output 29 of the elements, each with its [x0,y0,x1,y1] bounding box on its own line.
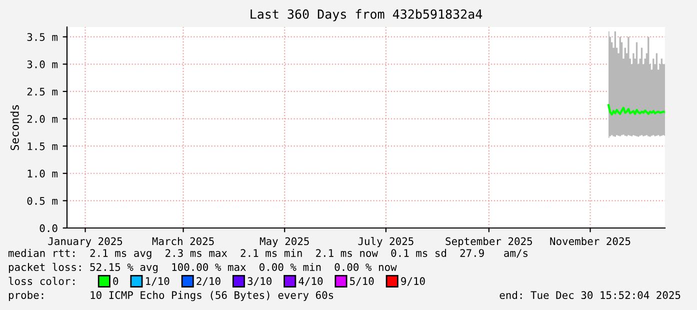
y-tick-label: 3.5 m [27,33,58,41]
y-tick-label: 1.5 m [28,142,58,150]
x-tick-label: January 2025 [48,237,122,248]
legend-label: 1/10 [146,277,170,286]
legend-label: 0 [113,277,118,286]
y-tick-label: 0.0 [40,224,58,232]
x-tick-label: May 2025 [260,237,309,248]
legend-label: 5/10 [350,277,374,286]
y-tick-label: 2.0 m [27,115,58,123]
legend-title: loss color: [8,276,74,286]
legend-label: 2/10 [196,277,220,286]
y-tick-label: 2.5 m [27,88,58,96]
y-tick-label: 1.0 m [28,170,58,178]
x-tick-label: March 2025 [152,237,214,246]
text: packet loss: 52.15 % avg 100.00 % max 0.00 % min 0.00 % now [8,262,397,274]
text: median rtt: 2.1 ms avg 2.3 ms max 2.1 ms min 2.1 ms now 0.1 ms sd 27.9 am/s [8,248,528,260]
x-tick-label: September 2025 [446,237,532,248]
line-series [607,104,665,116]
y-tick-label: 3.0 m [27,60,58,68]
y-axis-title: Seconds [10,105,19,150]
x-tick-label: November 2025 [550,237,630,246]
text: end: Tue Dec 30 15:52:04 2025 [500,290,680,300]
y-tick-label: 0.5 m [27,196,58,205]
chart-title: Last 360 Days from 432b591832a4 [250,9,482,22]
text: probe: 10 ICMP Echo Pings (56 Bytes) every 60s [8,290,334,302]
x-tick-label: July 2025 [358,237,414,248]
legend-label: 4/10 [298,277,323,286]
legend-label: 9/10 [401,277,425,286]
legend-label: 3/10 [248,277,272,286]
